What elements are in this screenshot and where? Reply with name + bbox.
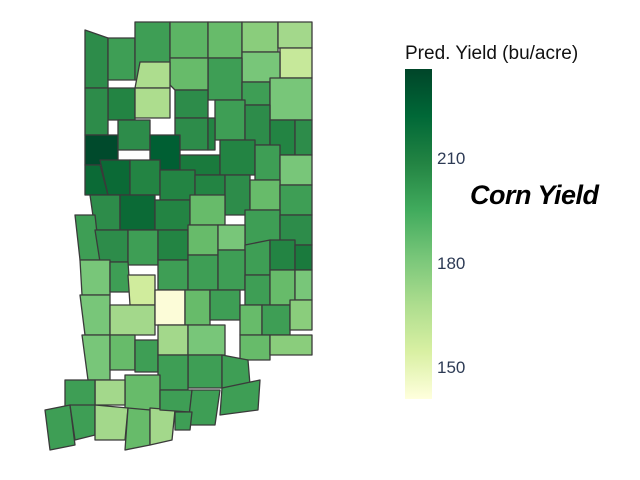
county-orange[interactable] xyxy=(157,354,189,391)
county-lagrange[interactable] xyxy=(241,21,279,53)
county-lawrence[interactable] xyxy=(157,324,189,356)
county-dearborn[interactable] xyxy=(289,299,313,331)
county-delaware[interactable] xyxy=(224,174,251,216)
county-white[interactable] xyxy=(117,119,151,151)
county-rush[interactable] xyxy=(244,239,271,276)
county-switzerland[interactable] xyxy=(269,334,313,356)
county-dearborn-north[interactable] xyxy=(294,269,313,301)
county-newton[interactable] xyxy=(84,87,109,136)
county-st-joseph[interactable] xyxy=(169,21,209,59)
county-allen[interactable] xyxy=(269,77,313,121)
county-parke[interactable] xyxy=(94,229,129,263)
county-washington[interactable] xyxy=(187,354,223,389)
county-dekalb[interactable] xyxy=(279,47,313,79)
county-daviess[interactable] xyxy=(109,334,136,371)
county-jasper[interactable] xyxy=(107,87,136,121)
county-hendricks[interactable] xyxy=(157,229,189,261)
county-ripley[interactable] xyxy=(261,304,291,336)
county-hamilton[interactable] xyxy=(189,194,226,226)
county-porter[interactable] xyxy=(107,37,136,81)
county-clark[interactable] xyxy=(219,379,261,416)
county-crawford[interactable] xyxy=(159,389,193,413)
county-montgomery[interactable] xyxy=(119,194,156,231)
county-adams[interactable] xyxy=(294,119,313,156)
county-wabash[interactable] xyxy=(214,99,246,141)
county-perry[interactable] xyxy=(149,407,176,446)
county-warrick[interactable] xyxy=(94,404,129,441)
county-pulaski[interactable] xyxy=(134,87,171,119)
county-hancock[interactable] xyxy=(217,224,246,251)
county-shelby[interactable] xyxy=(217,249,246,291)
county-blackford[interactable] xyxy=(254,144,281,181)
county-jackson[interactable] xyxy=(187,324,226,356)
county-bartholomew[interactable] xyxy=(209,289,241,321)
county-owen[interactable] xyxy=(127,274,156,306)
county-union[interactable] xyxy=(294,244,313,271)
legend-tick-150: 150 xyxy=(437,357,466,377)
county-decatur[interactable] xyxy=(244,274,271,306)
county-brown[interactable] xyxy=(184,289,211,326)
county-whitley[interactable] xyxy=(241,81,271,106)
legend-title: Pred. Yield (bu/acre) xyxy=(405,43,579,64)
county-floyd[interactable] xyxy=(174,411,193,431)
county-marshall[interactable] xyxy=(169,57,209,91)
county-jay[interactable] xyxy=(279,154,313,186)
county-greene[interactable] xyxy=(109,304,156,336)
county-wayne-north[interactable] xyxy=(279,184,313,216)
county-grant[interactable] xyxy=(219,139,256,176)
county-morgan[interactable] xyxy=(157,259,189,291)
county-pike[interactable] xyxy=(94,379,126,406)
county-randolph[interactable] xyxy=(249,179,281,211)
county-steuben[interactable] xyxy=(277,21,313,49)
map-caption: Corn Yield xyxy=(470,180,599,210)
county-knox[interactable] xyxy=(81,334,111,381)
county-marion[interactable] xyxy=(187,224,219,256)
county-harrison[interactable] xyxy=(187,389,221,426)
county-monroe[interactable] xyxy=(154,289,186,326)
county-fulton[interactable] xyxy=(174,89,209,119)
county-vigo[interactable] xyxy=(79,259,111,296)
legend-tick-210: 210 xyxy=(437,149,466,169)
county-huntington[interactable] xyxy=(244,104,271,146)
county-starke[interactable] xyxy=(134,61,171,89)
county-vanderburgh[interactable] xyxy=(69,404,96,441)
county-lake[interactable] xyxy=(84,29,109,89)
county-jefferson[interactable] xyxy=(239,334,271,361)
county-spencer[interactable] xyxy=(124,407,151,451)
county-johnson[interactable] xyxy=(187,254,219,291)
county-martin[interactable] xyxy=(134,339,159,373)
county-miami[interactable] xyxy=(207,117,216,151)
county-boone[interactable] xyxy=(154,199,191,231)
county-clay[interactable] xyxy=(109,261,131,293)
county-putnam[interactable] xyxy=(127,229,159,266)
legend-tick-180: 180 xyxy=(437,253,466,273)
county-fayette[interactable] xyxy=(269,239,296,271)
county-dubois[interactable] xyxy=(124,374,161,411)
county-kosciusko[interactable] xyxy=(207,57,243,101)
county-sullivan[interactable] xyxy=(79,294,111,336)
county-posey[interactable] xyxy=(44,404,76,451)
county-clinton[interactable] xyxy=(129,159,161,196)
county-elkhart[interactable] xyxy=(207,21,243,59)
indiana-county-map xyxy=(44,21,313,451)
county-jennings[interactable] xyxy=(239,304,263,336)
legend-colorbar xyxy=(405,69,432,399)
